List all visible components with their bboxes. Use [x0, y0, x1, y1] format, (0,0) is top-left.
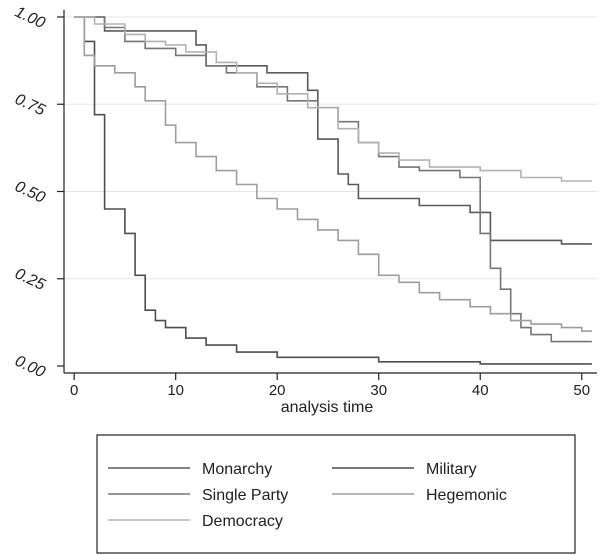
x-axis-title: analysis time — [281, 399, 374, 416]
x-tick-label-0: 0 — [70, 382, 78, 399]
series-line-military — [74, 16, 592, 365]
legend-label-single-party: Single Party — [202, 487, 288, 504]
y-tick-label-2: 0.50 — [12, 178, 47, 207]
series-line-monarchy — [74, 16, 592, 245]
legend-label-democracy: Democracy — [202, 513, 283, 530]
x-tick-label-2: 20 — [269, 382, 286, 399]
y-tick-label-0: 0.00 — [12, 353, 47, 382]
axes: 0 10 20 30 40 50 0.00 0.25 0.50 0.75 1.00 — [12, 4, 597, 399]
x-tick-label-1: 10 — [167, 382, 184, 399]
legend: Monarchy Military Single Party Hegemonic Dem… — [96, 434, 576, 554]
gridlines — [64, 16, 597, 280]
y-tick-label-3: 0.75 — [12, 91, 47, 120]
x-tick-label-5: 50 — [573, 382, 590, 399]
y-tick-label-4: 1.00 — [12, 4, 47, 33]
series-line-single-party — [74, 16, 592, 343]
legend-label-monarchy: Monarchy — [202, 461, 272, 478]
legend-label-hegemonic: Hegemonic — [426, 487, 507, 504]
series-line-hegemonic — [74, 16, 592, 332]
x-tick-label-3: 30 — [370, 382, 387, 399]
y-tick-label-1: 0.25 — [12, 265, 47, 294]
series-lines — [74, 16, 592, 365]
x-tick-label-4: 40 — [472, 382, 489, 399]
series-line-democracy — [74, 16, 592, 182]
legend-label-military: Military — [426, 461, 477, 478]
